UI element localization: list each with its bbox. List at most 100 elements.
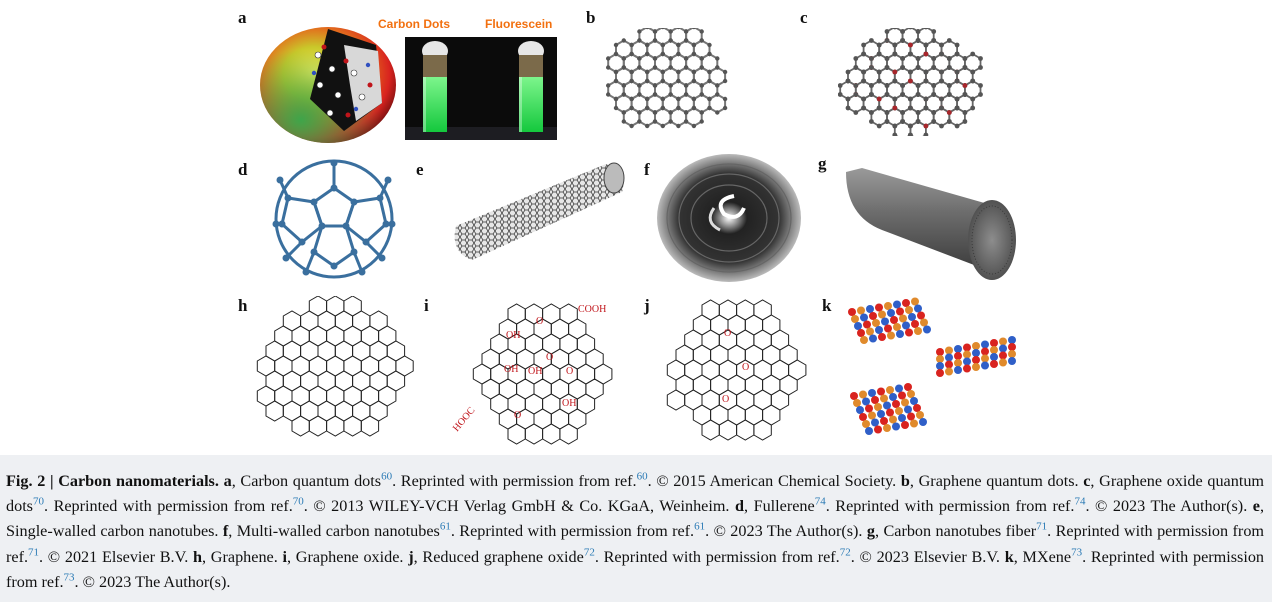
carbon-atom <box>629 51 634 57</box>
caption-letter-c: c <box>1083 472 1091 490</box>
chem-label-o-1: O <box>536 316 544 327</box>
carbon-atom <box>707 78 712 84</box>
caption-letter-d: d <box>735 497 745 516</box>
mxene-atom <box>972 356 980 364</box>
carbon-atom <box>876 78 882 84</box>
carbon-atom <box>876 69 882 75</box>
mxene-atom <box>914 327 922 335</box>
carbon-atom <box>884 29 890 34</box>
carbon-atom <box>683 110 689 115</box>
carbon-atom <box>707 69 712 75</box>
carbon-atom <box>954 51 960 57</box>
carbon-atom <box>683 56 689 61</box>
mxene-atom <box>945 360 953 369</box>
carbon-atom <box>884 38 890 43</box>
caption-text-d-2: . Reprinted with permission from ref. <box>825 497 1075 516</box>
carbon-atom <box>652 119 658 124</box>
carbon-atom <box>613 51 619 57</box>
mxene-atom <box>945 346 953 355</box>
caption-ref[interactable]: 71 <box>28 546 40 559</box>
carbon-atom <box>652 29 658 34</box>
caption-ref[interactable]: 70 <box>33 495 44 508</box>
caption-ref[interactable]: 60 <box>381 470 393 483</box>
oxygen-atom <box>908 78 913 84</box>
carbon-atom <box>676 105 681 111</box>
carbon-atom <box>869 65 874 70</box>
carbon-atom <box>884 119 890 124</box>
carbon-atom <box>908 69 913 75</box>
carbon-atom <box>606 83 611 88</box>
carbon-atom <box>676 123 681 129</box>
carbon-atom <box>652 110 658 115</box>
carbon-atom <box>970 51 976 57</box>
carbon-atom <box>915 38 921 43</box>
caption-letter-g: g <box>866 522 875 541</box>
caption-ref[interactable]: 70 <box>292 495 304 508</box>
mxene-atom <box>916 411 924 419</box>
caption-ref[interactable]: 74 <box>814 495 826 508</box>
carbon-atom <box>869 38 874 43</box>
carbon-atom <box>645 123 650 129</box>
caption-text-a: , Carbon quantum dots <box>231 472 382 490</box>
caption-ref[interactable]: 61 <box>439 521 451 534</box>
carbon-atom <box>715 56 720 61</box>
lattice-ring <box>847 93 865 114</box>
caption-ref[interactable]: 73 <box>1071 546 1083 559</box>
oxygen-atom <box>892 105 898 111</box>
carbon-atom <box>707 51 712 57</box>
caption-ref[interactable]: 72 <box>839 546 851 559</box>
carbon-atom <box>931 38 937 43</box>
caption-letter-f: f <box>222 522 229 541</box>
carbon-atom <box>939 69 944 75</box>
chem-label-j-o-2: O <box>742 362 750 373</box>
mxene-atom <box>862 397 870 406</box>
lattice-ring <box>948 106 966 128</box>
carbon-atom <box>699 29 704 34</box>
mxene-atom <box>892 422 900 431</box>
carbon-atom <box>621 38 626 43</box>
carbon-atom <box>637 38 642 43</box>
mxene-atom <box>917 311 925 320</box>
carbon-atom <box>683 83 689 88</box>
caption-letter-i: i <box>282 547 288 566</box>
carbon-atom <box>908 105 913 111</box>
carbon-atom <box>923 96 929 102</box>
carbon-atom <box>699 38 704 43</box>
mxene-atom <box>848 308 856 316</box>
caption-text-g: , Carbon nanotubes fiber <box>875 522 1037 541</box>
mxene-atom <box>904 405 912 414</box>
mxene-atom <box>878 333 886 341</box>
mxene-atom <box>880 394 888 403</box>
carbon-atom <box>629 78 634 84</box>
caption-ref[interactable]: 72 <box>583 546 595 559</box>
mxene-atom <box>901 398 909 407</box>
caption-ref[interactable]: 73 <box>63 571 75 584</box>
mxene-atom <box>874 425 882 434</box>
carbon-atom <box>838 92 843 97</box>
caption-text-g-2: . Reprinted with permission from ref. <box>6 522 1265 566</box>
carbon-atom <box>722 78 728 84</box>
mxene-atom <box>963 364 971 373</box>
caption-ref[interactable]: 74 <box>1074 495 1086 508</box>
carbon-atom <box>637 56 642 61</box>
mxene-atom <box>865 427 873 435</box>
carbon-atom <box>676 51 681 57</box>
mxene-atom <box>945 367 953 376</box>
mxene-atom <box>911 297 919 306</box>
mxene-atom <box>857 329 865 337</box>
mxene-atom <box>866 305 874 313</box>
carbon-atom <box>668 29 673 34</box>
carbon-atom <box>845 69 851 75</box>
carbon-atom <box>931 119 937 124</box>
caption-ref[interactable]: 71 <box>1036 521 1048 534</box>
lattice-ring <box>701 419 720 441</box>
mxene-atom <box>990 353 998 361</box>
caption-ref[interactable]: 61 <box>694 521 706 534</box>
mxene-atom <box>908 313 916 321</box>
carbon-atom <box>900 38 905 43</box>
lattice-ring <box>736 419 755 441</box>
caption-ref[interactable]: 60 <box>636 470 648 483</box>
carbon-atom <box>707 105 712 111</box>
carbon-atom <box>845 78 851 84</box>
lattice-ring <box>542 423 561 445</box>
